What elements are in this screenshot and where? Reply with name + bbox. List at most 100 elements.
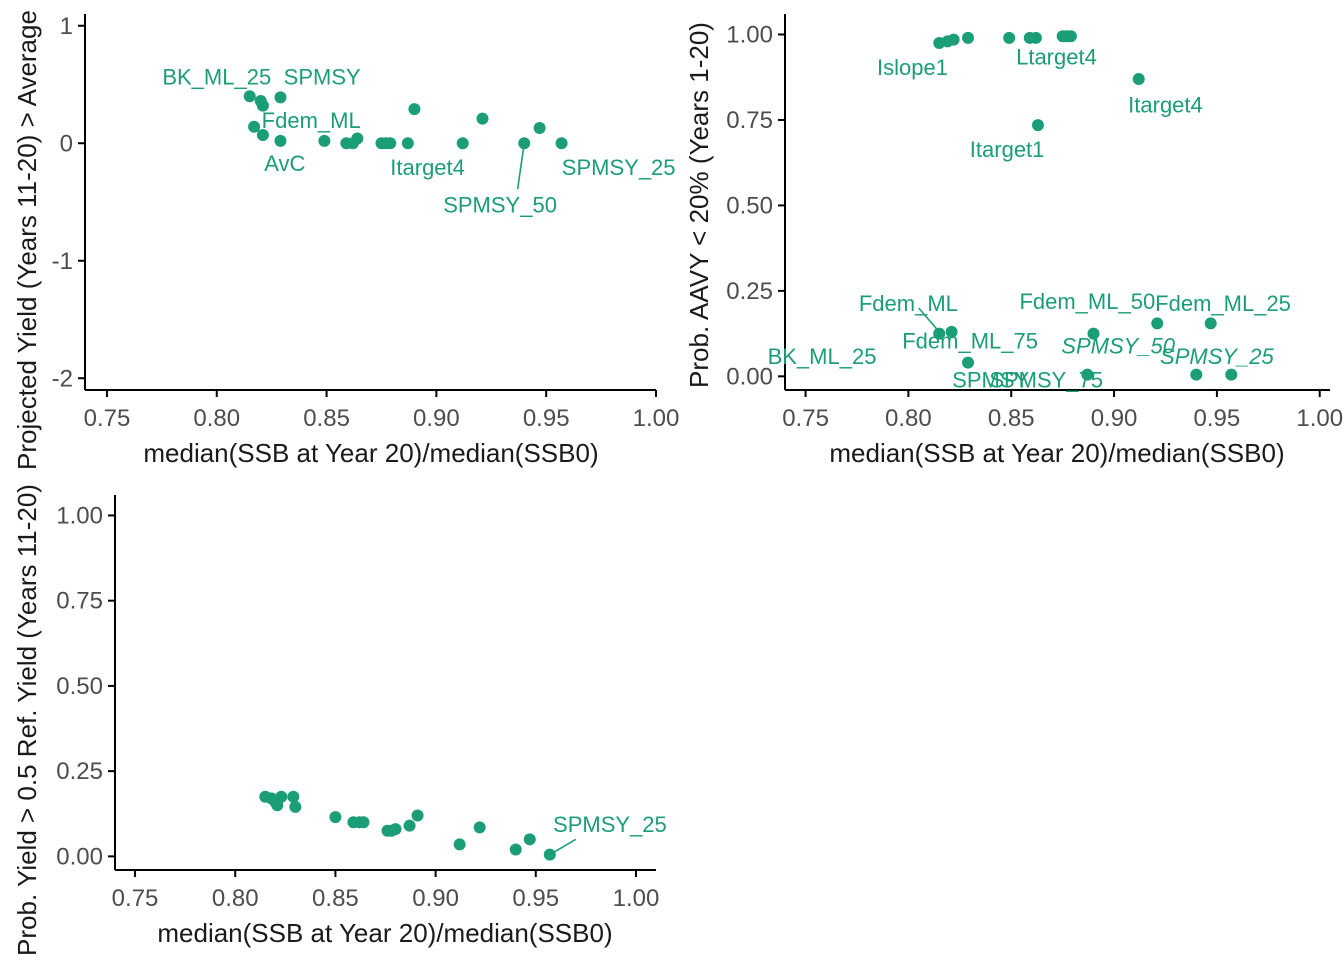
- point-label: Fdem_ML: [262, 108, 361, 133]
- y-tick-label: 0: [60, 130, 73, 157]
- scatter-point: [945, 325, 958, 338]
- scatter-point: [453, 838, 466, 851]
- point-label: SPMSY_50: [443, 192, 557, 217]
- point-label: SPMSY_25: [553, 812, 667, 837]
- y-tick-label: 1.00: [726, 22, 773, 49]
- x-axis-title: median(SSB at Year 20)/median(SSB0): [143, 438, 598, 468]
- scatter-point: [329, 811, 342, 824]
- y-tick-label: -2: [52, 365, 73, 392]
- point-label: SPMSY_75: [989, 368, 1103, 393]
- scatter-point: [476, 112, 489, 125]
- scatter-point: [287, 790, 300, 803]
- y-axis-title: Projected Yield (Years 11-20) > Average: [12, 10, 42, 470]
- scatter-point: [1225, 368, 1238, 381]
- point-label: Fdem_ML: [859, 291, 958, 316]
- point-label: Itarget1: [970, 137, 1045, 162]
- point-label: BK_ML_25: [768, 344, 877, 369]
- scatter-point: [1003, 31, 1016, 44]
- y-tick-label: 0.50: [726, 192, 773, 219]
- scatter-point: [274, 134, 287, 147]
- scatter-point: [962, 356, 975, 369]
- scatter-point: [256, 99, 269, 112]
- y-tick-label: 0.25: [726, 278, 773, 305]
- label-leader-line: [918, 307, 940, 333]
- x-tick-label: 1.00: [633, 405, 680, 432]
- x-tick-label: 0.90: [412, 885, 459, 912]
- scatter-panel-3: 0.75 0.80 0.85 0.90 0.95 1.00 1.00 0.75 0.50 0.25…: [12, 484, 667, 956]
- x-tick-label: 0.75: [782, 405, 829, 432]
- x-axis-title: median(SSB at Year 20)/median(SSB0): [157, 918, 612, 948]
- x-tick-label: 0.75: [112, 885, 159, 912]
- scatter-point: [408, 103, 421, 116]
- point-label: Fdem_ML_25: [1155, 291, 1291, 316]
- x-tick-label: 0.95: [1194, 405, 1241, 432]
- y-tick-label: 1: [60, 13, 73, 40]
- x-tick-label: 1.00: [613, 885, 660, 912]
- point-label: Itarget4: [390, 155, 465, 180]
- point-label: SPMSY_25: [1160, 344, 1274, 369]
- x-tick-label: 1.00: [1296, 405, 1343, 432]
- scatter-point: [1081, 368, 1094, 381]
- x-tick-label: 0.85: [988, 405, 1035, 432]
- scatter-point: [533, 121, 546, 134]
- scatter-point: [389, 823, 402, 836]
- point-label: Ltarget4: [1016, 45, 1097, 70]
- x-tick-label: 0.80: [212, 885, 259, 912]
- point-label: Islope1: [877, 55, 948, 80]
- scatter-panel-2: 0.75 0.80 0.85 0.90 0.95 1.00 1.00 0.75 0.50 0.25…: [684, 14, 1343, 468]
- point-label: Fdem_ML_50: [1019, 289, 1155, 314]
- scatter-point: [962, 31, 975, 44]
- x-tick-label: 0.80: [193, 405, 240, 432]
- x-tick-label: 0.75: [84, 405, 131, 432]
- point-label: Fdem_ML_75: [902, 328, 1038, 353]
- y-tick-label: 0.75: [56, 588, 103, 615]
- x-axis-title: median(SSB at Year 20)/median(SSB0): [829, 438, 1284, 468]
- point-label: Itarget4: [1128, 93, 1203, 118]
- scatter-point: [289, 800, 302, 813]
- label-leader-line: [516, 143, 526, 190]
- scatter-point: [411, 809, 424, 822]
- scatter-point: [947, 33, 960, 46]
- y-tick-label: 0.25: [56, 758, 103, 785]
- y-tick-label: 0.00: [56, 843, 103, 870]
- y-tick-label: 0.50: [56, 673, 103, 700]
- scatter-point: [403, 819, 416, 832]
- scatter-point: [509, 843, 522, 856]
- scatter-point: [473, 821, 486, 834]
- scatter-point: [1132, 72, 1145, 85]
- y-tick-label: 0.00: [726, 363, 773, 390]
- scatter-point: [543, 848, 556, 861]
- scatter-point: [357, 816, 370, 829]
- scatter-point: [1031, 119, 1044, 132]
- x-tick-label: 0.80: [885, 405, 932, 432]
- scatter-point: [274, 91, 287, 104]
- point-label: SPMSY_25: [562, 155, 676, 180]
- y-tick-label: -1: [52, 248, 73, 275]
- y-tick-label: 0.75: [726, 107, 773, 134]
- point-label: AvC: [264, 151, 305, 176]
- scatter-point: [401, 137, 414, 150]
- y-tick-label: 1.00: [56, 502, 103, 529]
- scatter-point: [523, 833, 536, 846]
- scatter-point: [256, 129, 269, 142]
- scatter-point: [248, 120, 261, 133]
- x-tick-label: 0.85: [312, 885, 359, 912]
- point-label: SPMSY: [284, 64, 361, 89]
- scatter-point: [518, 137, 531, 150]
- point-label: SPMSY: [952, 368, 1029, 393]
- scatter-point: [1151, 317, 1164, 330]
- scatter-point: [933, 327, 946, 340]
- point-label: SPMSY_50: [1061, 334, 1175, 359]
- scatter-panel-1: 0.75 0.80 0.85 0.90 0.95 1.00 1 0 -1 -2 median(SSB…: [12, 10, 679, 470]
- x-tick-label: 0.95: [512, 885, 559, 912]
- y-axis-title: Prob. Yield > 0.5 Ref. Yield (Years 11-2…: [12, 484, 42, 956]
- scatter-point: [1204, 317, 1217, 330]
- scatter-point: [1087, 327, 1100, 340]
- y-axis-title: Prob. AAVY < 20% (Years 1-20): [684, 22, 714, 388]
- scatter-point: [384, 137, 397, 150]
- scatter-point: [1064, 30, 1077, 43]
- scatter-point: [243, 90, 256, 103]
- scatter-point: [318, 134, 331, 147]
- scatter-point: [1190, 368, 1203, 381]
